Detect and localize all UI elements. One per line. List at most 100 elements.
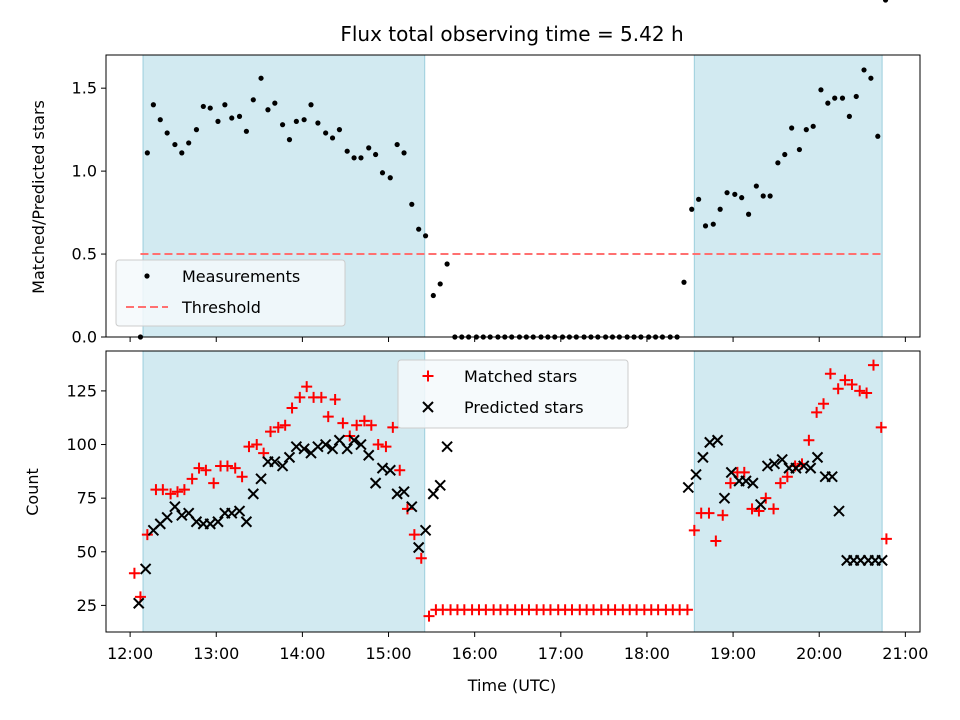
matched-star-point [186,473,198,485]
matched-star-point [803,434,815,446]
x-tick-label: 20:00 [796,644,842,663]
matched-star-point [193,462,205,474]
matched-star-point [781,471,793,483]
predicted-star-point [326,443,339,455]
matched-star-point [811,406,823,418]
predicted-star-point [776,453,788,466]
measurement-point [329,135,336,141]
measurement-point [745,211,752,217]
chart-title: Flux total observing time = 5.42 h [340,22,683,46]
matched-star-point [423,610,435,622]
measurement-point [803,127,809,133]
x-tick-label: 13:00 [193,644,239,663]
bottom-legend-box [397,359,629,429]
measurement-point [789,125,795,131]
measurement-point [818,87,824,93]
measurement-point [689,206,695,212]
measurement-point [861,67,867,73]
bottom-shaded-interval-0 [142,350,426,633]
legend-label: Predicted stars [464,398,584,417]
predicted-star-point [747,477,759,489]
matched-star-point [358,415,370,427]
matched-star-point [832,383,844,395]
top-y-tick-label: 1.0 [72,162,97,181]
predicted-star-point [240,516,253,528]
matched-star-point [839,374,851,386]
matched-star-point [688,524,700,536]
measurement-point [739,195,745,201]
measurement-point [315,120,321,126]
matched-star-point [846,378,858,390]
measurement-point [186,140,192,146]
matched-star-point [380,441,392,453]
bottom-y-axis-label: Count [23,468,42,516]
predicted-star-point [833,505,845,517]
measurement-point [394,141,400,148]
matched-star-point [681,604,693,616]
matched-star-point [854,385,866,397]
measurement-point [157,117,163,123]
matched-star-point [221,460,233,472]
measurement-point [301,117,307,123]
measurement-point [760,193,766,199]
measurement-point [222,102,228,108]
matched-star-point [703,507,715,519]
measurement-point [732,191,738,197]
predicted-star-point [768,458,781,470]
predicted-star-point [384,464,396,476]
legend-marker-predicted [422,401,434,413]
measurement-point [250,97,256,103]
measurement-point [846,113,852,119]
measurement-point [286,137,293,143]
matched-star-point [861,387,873,399]
predicted-star-point [190,516,203,528]
matched-star-point [243,441,255,453]
measurement-point [179,150,185,156]
predicted-star-point [348,434,360,446]
bottom-panel: 25 50 75 100 125 12:00 13:00 14:00 15:00 16:00 17:… [66,350,928,663]
legend-label: Matched stars [464,367,577,386]
matched-star-point [165,488,177,500]
matched-star-point [867,359,879,371]
predicted-star-point [133,597,145,609]
matched-star-point [171,486,183,498]
matched-star-point [365,419,377,431]
x-axis-label: Time (UTC) [467,676,556,695]
measurement-point [366,145,372,151]
predicted-star-point [398,486,410,498]
predicted-star-point [355,438,367,451]
predicted-star-point [269,455,281,468]
measurement-point [832,95,838,101]
legend-marker-matched [422,370,434,382]
measurement-point [422,233,429,239]
matched-star-point [724,477,736,489]
measurement-point [308,102,314,108]
measurement-point [150,102,156,108]
legend-marker-measurements [144,273,150,279]
bottom-axes-frame [105,350,921,633]
measurement-point [351,155,357,161]
measurement-point [853,93,859,100]
predicted-star-point [391,488,403,500]
predicted-star-point [804,462,817,474]
bottom-y-tick-label: 25 [77,596,97,615]
matched-star-point [301,381,313,393]
matched-star-point [880,533,892,545]
predicted-star-point [682,481,694,494]
measurement-point [172,141,178,148]
predicted-star-point [298,443,310,455]
top-legend-box [115,259,346,327]
matched-star-point [286,402,298,414]
measurement-point [767,193,773,199]
predicted-star-point [319,438,332,451]
top-panel: 0.0 0.5 1.0 1.5 Measurements Threshold [72,0,921,347]
bottom-y-tick-label: 125 [66,381,97,400]
predicted-star-point [212,516,224,528]
predicted-star-point [434,479,446,491]
measurement-point [796,146,803,153]
measurement-point [409,201,415,207]
measurement-point [416,226,422,232]
measurement-point [207,105,213,111]
predicted-star-point [811,451,824,464]
measurement-point [875,133,881,139]
